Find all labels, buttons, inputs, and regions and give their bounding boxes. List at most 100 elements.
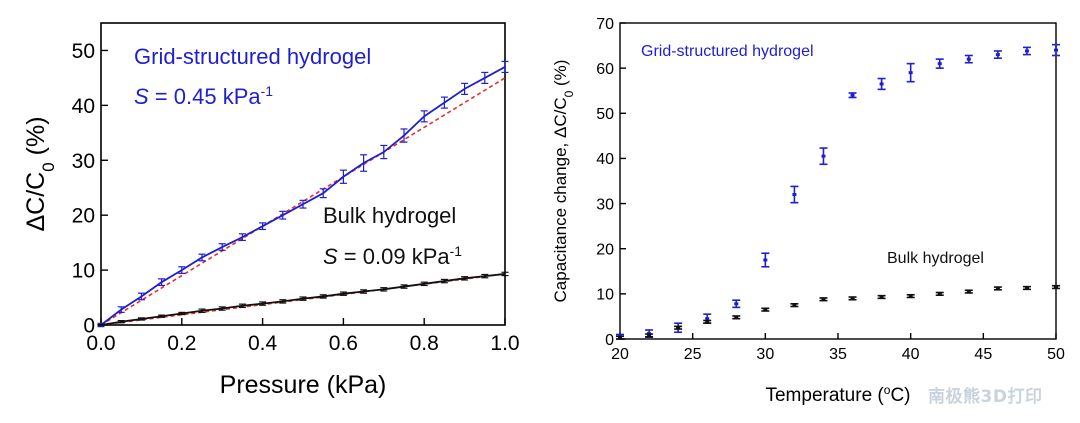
grid-sensitivity-label: S = 0.45 kPa-1 <box>134 83 273 109</box>
grid-structured-label: Grid-structured hydrogel <box>134 44 371 69</box>
data-point-s1-8 <box>259 301 267 306</box>
data-point-s1-4 <box>732 315 741 320</box>
data-point-s0-4 <box>732 299 741 309</box>
data-point-s1-3 <box>158 314 166 318</box>
data-point-s1-14 <box>380 287 388 292</box>
marker <box>937 62 942 66</box>
data-point-s1-16 <box>420 281 428 287</box>
y-tick-label: 0 <box>605 332 614 349</box>
axis-ticks: 0.0 0.2 0.4 0.6 0.8 1.0 0 10 20 30 40 50 <box>72 40 520 355</box>
x-tick-label: 0.4 <box>248 332 278 355</box>
data-point-s0-6 <box>790 185 799 204</box>
data-point-s0-11 <box>935 58 944 69</box>
marker <box>792 193 797 197</box>
temperature-chart: 20 25 30 35 40 45 50 0 10 20 30 40 50 60 70 Temperatur… <box>551 16 1065 406</box>
data-point-s0-14 <box>1022 46 1031 56</box>
data-point-s0-17 <box>440 96 448 109</box>
data-point-s0-15 <box>400 128 408 143</box>
marker <box>966 290 971 294</box>
y-tick-label: 60 <box>596 61 614 78</box>
plot-frame <box>100 22 506 326</box>
data-point-s1-9 <box>279 299 287 304</box>
x-tick-label: 0.0 <box>86 332 115 355</box>
x-tick-label: 0.8 <box>410 332 439 355</box>
x-axis-label: Temperature (oC) <box>765 383 910 406</box>
y-axis-label: ΔC/C0 (%) <box>22 116 58 231</box>
marker <box>792 303 797 307</box>
data-point-s1-6 <box>790 302 799 308</box>
data-point-s0-14 <box>380 144 388 160</box>
data-point-s0-12 <box>964 54 973 64</box>
data-point-s0-10 <box>906 62 915 83</box>
marker <box>850 93 855 97</box>
data-point-s1-12 <box>339 291 347 296</box>
pressure-chart: 0.0 0.2 0.4 0.6 0.8 1.0 0 10 20 30 40 50 Pressure (… <box>22 22 520 399</box>
marker <box>1024 49 1029 53</box>
marker <box>1024 286 1029 290</box>
x-tick-label: 50 <box>1047 346 1065 363</box>
data-point-s0-4 <box>178 266 186 274</box>
data-point-s1-14 <box>1022 285 1031 291</box>
y-tick-label: 40 <box>72 95 95 118</box>
data-point-s1-5 <box>198 308 206 313</box>
marker <box>937 292 942 296</box>
data-marks <box>97 60 509 328</box>
grid-structured-label: Grid-structured hydrogel <box>641 43 814 60</box>
marker <box>734 302 739 306</box>
y-tick-label: 20 <box>72 205 95 228</box>
x-axis-label: Pressure (kPa) <box>220 371 387 399</box>
data-point-s1-5 <box>761 307 770 312</box>
data-point-s1-10 <box>299 296 307 301</box>
axis-ticks: 20 25 30 35 40 45 50 0 10 20 30 40 50 60 70 <box>596 16 1065 363</box>
data-point-s0-15 <box>1052 43 1060 57</box>
data-point-s0-5 <box>761 252 770 268</box>
data-point-s0-10 <box>299 199 307 209</box>
data-point-s0-5 <box>198 253 206 262</box>
x-tick-label: 20 <box>611 346 629 363</box>
data-point-s1-0 <box>97 323 105 327</box>
y-tick-label: 10 <box>72 260 95 283</box>
data-point-s1-1 <box>117 320 125 324</box>
data-point-s1-15 <box>400 284 408 289</box>
data-point-s0-8 <box>259 222 267 231</box>
x-tick-label: 30 <box>756 346 774 363</box>
y-tick-label: 30 <box>596 196 614 213</box>
data-point-s0-1 <box>117 306 125 313</box>
data-point-s0-13 <box>360 154 368 172</box>
bulk-hydrogel-label: Bulk hydrogel <box>887 250 984 267</box>
data-point-s1-19 <box>481 273 489 279</box>
data-point-s1-7 <box>819 297 828 302</box>
marker <box>879 82 884 86</box>
data-point-s1-11 <box>935 291 944 297</box>
marker <box>821 297 826 301</box>
y-axis-label: Capacitance change, ΔC/C0 (%) <box>551 60 576 303</box>
data-point-s0-8 <box>848 92 857 99</box>
data-point-s1-13 <box>993 286 1002 291</box>
data-point-s1-8 <box>848 296 857 301</box>
marker <box>763 258 768 262</box>
fit-line-0 <box>100 77 506 326</box>
marker <box>821 154 826 158</box>
marker <box>705 320 710 324</box>
data-point-s1-18 <box>461 276 469 281</box>
data-point-s0-19 <box>481 71 489 85</box>
data-point-s1-13 <box>360 289 368 294</box>
data-point-s1-4 <box>178 311 186 316</box>
marker <box>995 286 1000 290</box>
data-point-s1-1 <box>645 333 654 338</box>
y-tick-label: 10 <box>596 287 614 304</box>
marker <box>908 294 913 298</box>
data-point-s1-2 <box>137 317 145 321</box>
data-point-s0-3 <box>158 278 166 287</box>
data-point-s0-20 <box>501 60 509 74</box>
y-tick-label: 20 <box>596 241 614 258</box>
data-marks <box>616 43 1060 340</box>
marker <box>705 317 710 321</box>
x-tick-label: 1.0 <box>490 332 519 355</box>
data-point-s1-2 <box>674 325 683 330</box>
marker <box>908 71 913 75</box>
marker <box>850 296 855 300</box>
data-point-s1-7 <box>238 303 246 309</box>
data-point-s1-3 <box>703 319 712 325</box>
data-point-s0-11 <box>319 188 327 199</box>
